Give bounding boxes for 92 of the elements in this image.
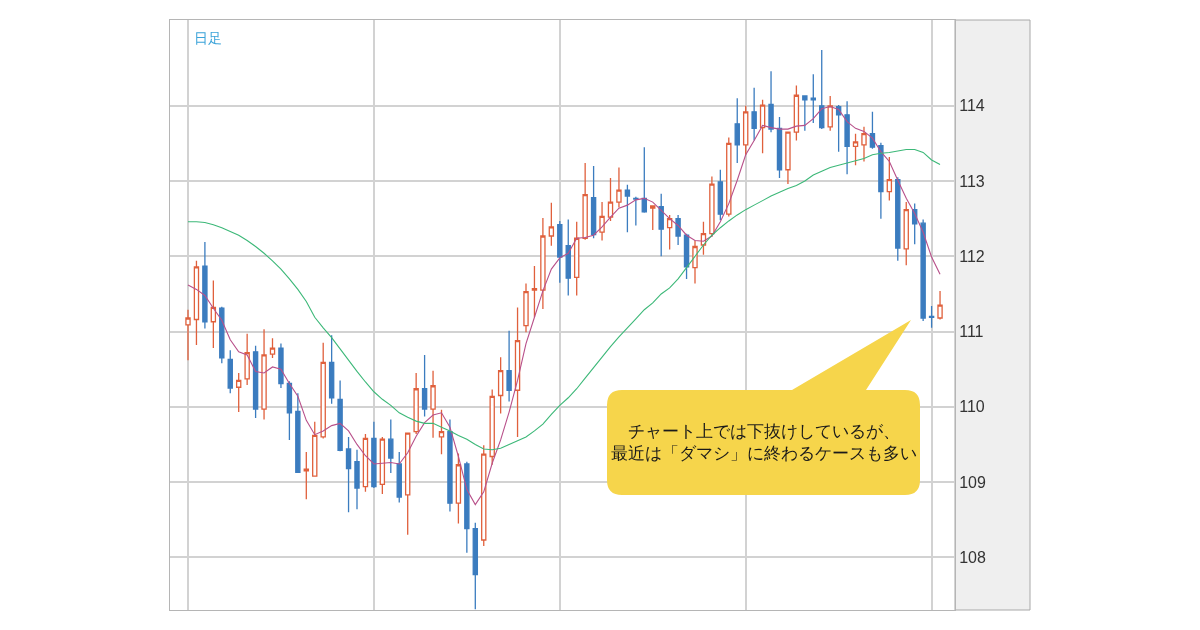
- candlestick: [540, 217, 546, 310]
- candlestick: [903, 201, 909, 266]
- candlestick: [371, 421, 377, 489]
- candlestick: [210, 279, 217, 349]
- candlestick: [751, 87, 757, 142]
- candlestick: [590, 165, 597, 239]
- candlestick: [295, 392, 301, 474]
- candlestick: [726, 136, 732, 218]
- candlestick: [354, 449, 360, 510]
- candlestick: [269, 337, 276, 359]
- candlestick: [252, 345, 259, 419]
- candlestick: [624, 184, 631, 233]
- candlestick: [514, 306, 521, 438]
- candlestick: [557, 220, 563, 284]
- candlestick: [261, 328, 267, 421]
- candlestick: [709, 175, 715, 238]
- candlestick: [413, 372, 419, 435]
- candlestick: [227, 349, 233, 394]
- candlestick: [235, 372, 242, 413]
- candlestick: [345, 436, 352, 513]
- candlestick: [920, 218, 926, 322]
- annotation: 日足: [194, 30, 222, 46]
- candlestick: [607, 177, 614, 222]
- candlestick: [928, 305, 935, 329]
- candlestick: [666, 214, 673, 251]
- line-series: [187, 105, 941, 506]
- candlestick: [430, 370, 436, 439]
- candlestick: [404, 431, 411, 536]
- candlestick: [852, 132, 859, 166]
- candlestick: [202, 241, 208, 330]
- candlestick: [506, 330, 512, 403]
- candlestick: [675, 214, 681, 246]
- candlestick: [641, 146, 648, 214]
- candlestick: [937, 290, 943, 321]
- candlestick: [244, 333, 250, 386]
- candlestick: [278, 342, 284, 389]
- candlestick: [895, 176, 901, 262]
- candlestick: [633, 196, 639, 227]
- candlestick: [861, 126, 867, 163]
- candlestick: [303, 451, 310, 501]
- candlestick: [185, 309, 191, 361]
- candlestick: [785, 131, 791, 185]
- candlestick: [328, 334, 335, 405]
- candlestick: [599, 201, 605, 242]
- candlestick: [650, 204, 656, 231]
- y-tick-label: 112: [959, 247, 985, 265]
- candlestick: [565, 218, 571, 297]
- candlestick: [582, 162, 588, 241]
- candlestick: [472, 522, 479, 610]
- candlestick: [886, 156, 893, 202]
- annotation: チャート上では下抜けしているが、最近は「ダマシ」に終わるケースも多い: [611, 422, 917, 464]
- candlestick: [692, 239, 698, 285]
- candlestick: [878, 142, 884, 220]
- candlestick: [742, 105, 749, 156]
- candlestick: [193, 260, 200, 346]
- candlestick: [464, 461, 470, 554]
- candlestick: [548, 202, 555, 247]
- candlestick: [489, 388, 495, 466]
- candlestick: [312, 421, 318, 478]
- candlestick: [286, 380, 293, 441]
- candlestick: [455, 452, 462, 525]
- candlestick: [438, 409, 445, 455]
- candlestick: [531, 265, 538, 318]
- candlestick: [768, 70, 774, 133]
- candlestick: [802, 94, 808, 132]
- candlestick: [793, 84, 800, 142]
- candlestick: [810, 73, 817, 124]
- candlestick: [827, 95, 833, 132]
- y-tick-label: 109: [959, 473, 986, 491]
- candlestick: [616, 166, 622, 209]
- candlestick: [573, 221, 580, 297]
- candlestick: [320, 342, 326, 440]
- candlestick: [219, 306, 225, 364]
- candlestick: [396, 451, 402, 504]
- candlestick: [759, 99, 766, 154]
- candlestick: [835, 104, 842, 153]
- candlestick: [734, 97, 740, 164]
- candlestick: [717, 169, 724, 221]
- y-tick-label: 113: [959, 172, 985, 190]
- candlestick: [421, 354, 428, 418]
- candlestick: [497, 356, 504, 415]
- candlestick: [658, 193, 664, 257]
- candlestick: [388, 418, 394, 474]
- y-tick-label: 108: [959, 548, 986, 566]
- y-tick-label: 110: [959, 398, 985, 416]
- candlestick: [844, 100, 850, 175]
- candlestick: [337, 379, 343, 452]
- candlestick: [447, 418, 453, 513]
- candlestick: [819, 49, 825, 130]
- y-tick-label: 111: [959, 323, 984, 341]
- y-tick-label: 114: [959, 97, 985, 115]
- candlestick: [523, 282, 529, 333]
